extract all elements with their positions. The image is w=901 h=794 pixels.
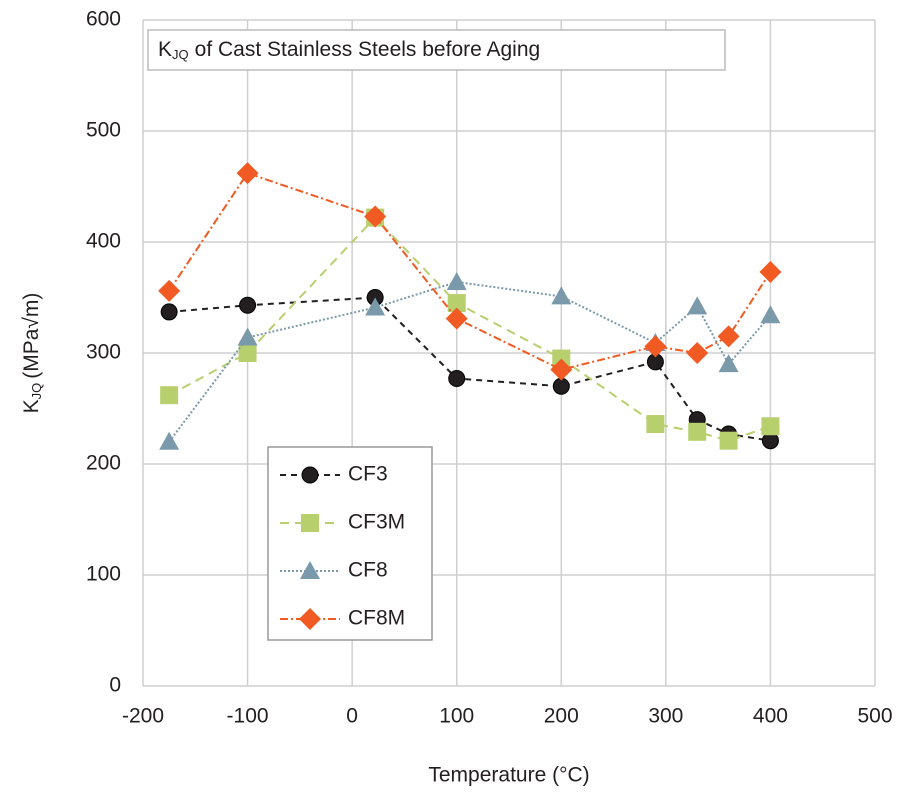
marker (446, 271, 467, 290)
legend-label: CF8M (348, 607, 405, 630)
marker (686, 342, 709, 364)
legend-marker (301, 514, 319, 532)
x-tick-label: 100 (439, 705, 474, 728)
y-label-text: (MPa√m) (20, 293, 43, 379)
marker (448, 370, 466, 388)
marker (719, 431, 738, 450)
x-tick-label: 400 (753, 705, 788, 728)
marker (158, 279, 181, 302)
marker (365, 297, 386, 316)
y-label-subscript: JQ (29, 383, 44, 400)
marker (718, 354, 739, 373)
x-tick-label: 500 (857, 705, 892, 728)
y-tick-label: 200 (86, 452, 121, 475)
marker (552, 349, 571, 368)
marker (646, 415, 665, 434)
marker (761, 417, 780, 436)
legend-label: CF3M (348, 511, 405, 534)
y-tick-label: 100 (86, 563, 121, 586)
y-label-symbol: K (20, 399, 43, 413)
marker (717, 325, 740, 348)
series-line (168, 280, 772, 443)
x-tick-label: 0 (346, 705, 358, 728)
x-axis-label: Temperature (°C) (428, 764, 589, 787)
marker (447, 294, 466, 313)
marker (160, 386, 179, 405)
marker (552, 377, 570, 395)
marker (551, 286, 572, 305)
marker (445, 307, 468, 330)
marker (239, 296, 257, 314)
marker (364, 205, 387, 228)
legend-marker (300, 561, 320, 579)
marker (159, 431, 180, 450)
marker (759, 260, 782, 283)
y-tick-label: 400 (86, 230, 121, 253)
legend-label: CF3 (348, 463, 388, 486)
title-symbol: K (158, 38, 172, 61)
title-subscript: JQ (172, 47, 189, 62)
legend-box (267, 446, 433, 641)
legend-marker (301, 466, 319, 484)
marker (237, 327, 258, 346)
series-line (168, 216, 771, 442)
y-tick-label: 500 (86, 119, 121, 142)
title-box (147, 29, 726, 71)
grid-layer (142, 19, 876, 687)
y-tick-label: 0 (109, 674, 121, 697)
marker (238, 344, 257, 362)
marker (687, 296, 708, 315)
x-tick-label: -100 (227, 705, 269, 728)
marker (550, 358, 573, 381)
series-line (169, 296, 771, 442)
marker (236, 162, 259, 185)
y-axis-label: KJQ (MPa√m) (20, 293, 45, 414)
marker (160, 303, 178, 321)
x-tick-label: 200 (544, 705, 579, 728)
legend-label: CF8 (348, 559, 388, 582)
legend-marker (299, 608, 321, 630)
chart-title: KJQ of Cast Stainless Steels before Aging (158, 38, 540, 63)
marker (644, 335, 667, 358)
marker (688, 422, 707, 441)
legend: CF3 CF3M CF8 CF8M (267, 446, 433, 641)
y-tick-label: 300 (86, 341, 121, 364)
marker (760, 305, 781, 324)
y-tick-label: 600 (86, 8, 121, 31)
x-tick-label: 300 (648, 705, 683, 728)
title-text: of Cast Stainless Steels before Aging (195, 38, 541, 61)
x-tick-label: -200 (122, 705, 164, 728)
